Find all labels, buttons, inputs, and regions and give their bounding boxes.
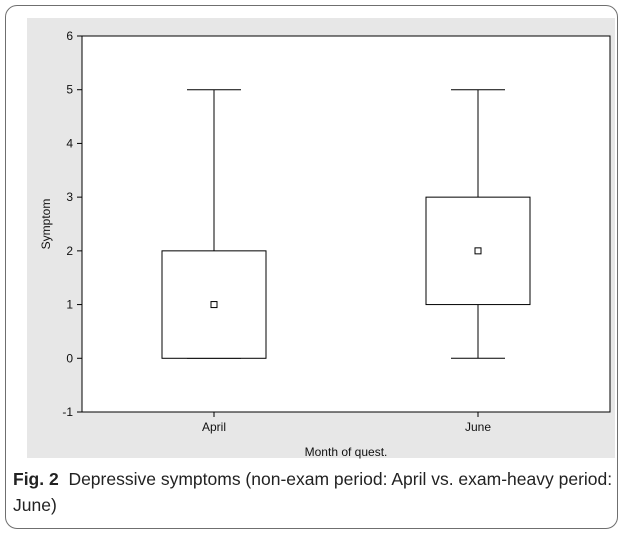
- y-tick-label: 5: [66, 83, 73, 97]
- x-axis-title: Month of quest.: [305, 445, 388, 459]
- figure-caption: Fig. 2 Depressive symptoms (non-exam per…: [13, 466, 613, 518]
- x-tick-label: June: [465, 420, 491, 434]
- y-axis-title: Symptom: [39, 199, 53, 250]
- caption-text: Depressive symptoms (non-exam period: Ap…: [13, 469, 613, 515]
- y-tick-label: 4: [66, 136, 73, 150]
- y-tick-label: -1: [62, 405, 73, 419]
- y-tick-label: 2: [66, 244, 73, 258]
- median-marker: [210, 301, 218, 309]
- plot-area: [81, 35, 611, 413]
- figure-label: Fig. 2: [13, 469, 59, 489]
- y-tick-label: 0: [66, 351, 73, 365]
- x-tick-label: April: [202, 420, 226, 434]
- y-tick-label: 6: [66, 29, 73, 43]
- y-tick-label: 3: [66, 190, 73, 204]
- y-tick-label: 1: [66, 298, 73, 312]
- median-marker: [474, 247, 482, 255]
